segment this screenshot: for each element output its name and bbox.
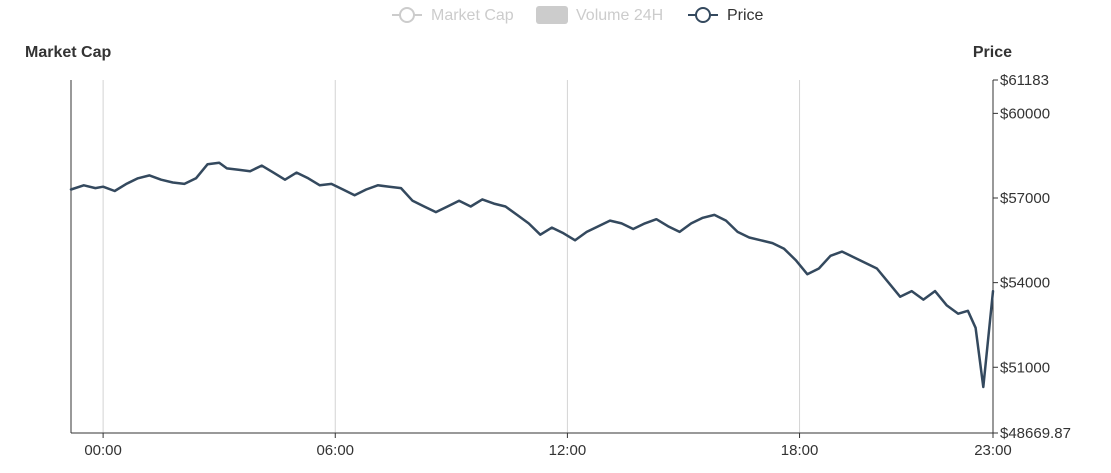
legend-item-volume-24h[interactable]: Volume 24H <box>536 6 663 24</box>
y-tick-label: $60000 <box>1000 105 1050 122</box>
legend-item-price[interactable]: Price <box>688 7 764 24</box>
axes <box>70 80 994 434</box>
x-tick-label: 23:00 <box>974 442 1012 459</box>
chart-legend: Market Cap Volume 24H Price <box>392 6 764 24</box>
y-tick-label: $57000 <box>1000 190 1050 207</box>
x-tick-label: 18:00 <box>781 442 819 459</box>
y-tick-label: $51000 <box>1000 359 1050 376</box>
right-axis-title: Price <box>973 44 1012 61</box>
x-tick-label: 12:00 <box>549 442 587 459</box>
series-line-price <box>69 161 995 389</box>
legend-item-market-cap[interactable]: Market Cap <box>392 7 514 24</box>
line-circle-icon <box>399 7 415 23</box>
line-circle-icon <box>695 7 711 23</box>
y-tick-label: $54000 <box>1000 275 1050 292</box>
x-tick-label: 06:00 <box>316 442 354 459</box>
y-tick-label: $48669.87 <box>1000 425 1071 442</box>
grid-lines <box>102 80 801 433</box>
legend-label-price: Price <box>727 7 764 24</box>
series-price <box>69 161 995 389</box>
left-axis-title: Market Cap <box>25 44 111 61</box>
x-tick-label: 00:00 <box>84 442 122 459</box>
legend-label-volume-24h: Volume 24H <box>576 7 663 24</box>
y-axis-ticks: $61183 $60000 $57000 $54000 $51000 $48669.87 <box>993 72 1071 442</box>
rect-icon <box>536 6 568 24</box>
legend-label-market-cap: Market Cap <box>431 7 514 24</box>
y-tick-label: $61183 <box>1000 72 1049 89</box>
x-axis-ticks: 00:00 06:00 12:00 18:00 23:00 <box>84 433 1012 459</box>
